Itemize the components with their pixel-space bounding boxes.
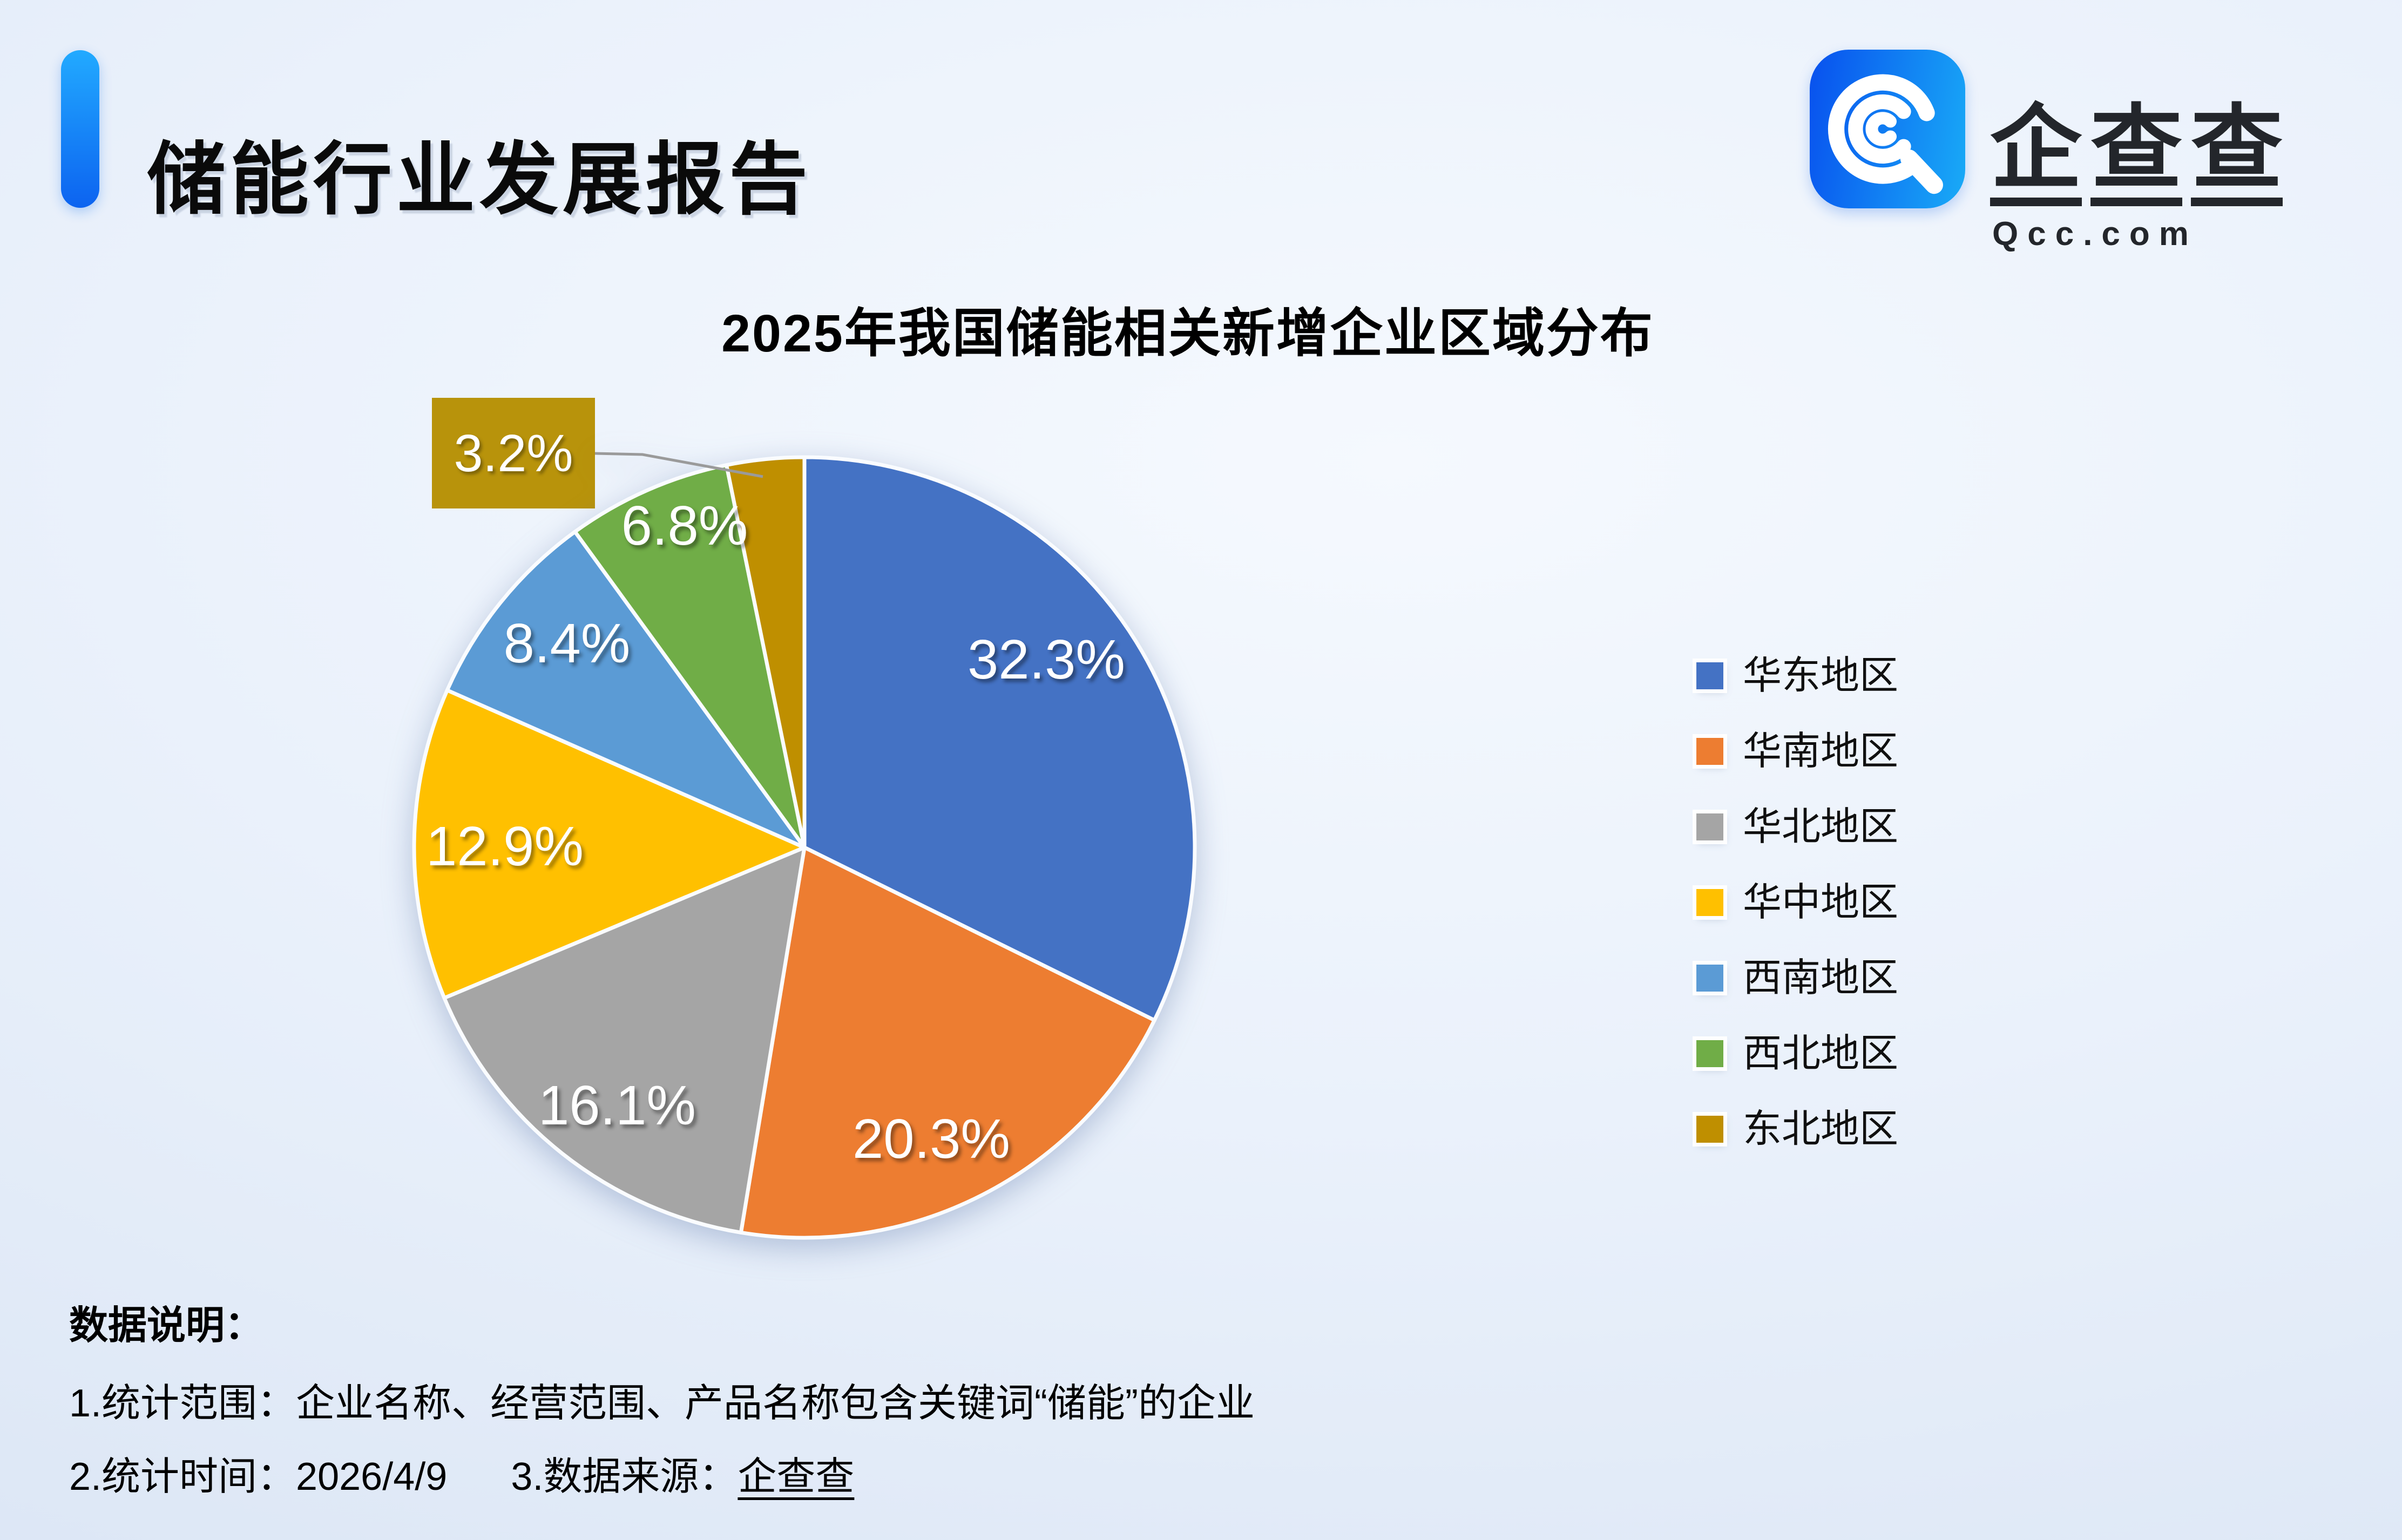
legend-swatch-rect <box>1696 965 1723 992</box>
pie-data-label-xinan: 8.4% <box>503 612 631 674</box>
pie-slice-华中地区 <box>412 688 807 1000</box>
callout-rect <box>432 398 595 508</box>
legend-swatch-rect <box>1696 662 1723 689</box>
legend-swatch-icon <box>1696 1116 1723 1143</box>
callout-background <box>432 398 595 508</box>
notes-source-label: 3.数据来源： <box>511 1455 738 1498</box>
brand-char: 企 <box>1990 103 2082 206</box>
legend-item-huabei: 华北地区 <box>1696 806 1898 847</box>
legend-label: 东北地区 <box>1743 1108 1899 1151</box>
brand-domain: Qcc.com <box>1992 215 2198 253</box>
notes-line-1: 1.统计范围：企业名称、经营范围、产品名称包含关键词“储能”的企业 <box>69 1382 1255 1425</box>
legend-swatch-icon <box>1696 813 1723 840</box>
notes-heading: 数据说明： <box>69 1304 264 1347</box>
legend-label: 华南地区 <box>1743 730 1899 773</box>
brand-char: 查 <box>2090 103 2183 206</box>
brand-logo: 企查查 Qcc.com <box>1810 50 2344 253</box>
callout-value: 3.2% <box>454 423 573 483</box>
legend-item-xinan: 西南地区 <box>1696 958 1898 999</box>
legend-label: 华中地区 <box>1743 881 1899 924</box>
pie-slice-西南地区 <box>445 530 807 850</box>
pie-slice-东北地区 <box>725 455 807 850</box>
notes-stat-time: 2.统计时间：2026/4/9 <box>69 1455 448 1498</box>
legend-label: 华北地区 <box>1743 805 1899 849</box>
legend-item-huanan: 华南地区 <box>1696 731 1898 772</box>
pie-data-label-huazhong: 12.9% <box>425 815 584 877</box>
qcc-app-icon <box>1810 50 1965 208</box>
pie-slice-华北地区 <box>442 845 807 1234</box>
legend-label: 华东地区 <box>1743 654 1899 697</box>
header-accent-bar <box>61 50 99 208</box>
pie-data-label-huabei: 16.1% <box>538 1074 696 1136</box>
legend-swatch-icon <box>1696 889 1723 916</box>
legend-swatch-rect <box>1696 1116 1723 1143</box>
legend-swatch-icon <box>1696 965 1723 992</box>
legend-item-huadong: 华东地区 <box>1696 655 1898 696</box>
legend-swatch-rect <box>1696 1040 1723 1067</box>
callout-box: 3.2% <box>432 398 595 508</box>
legend-item-huazhong: 华中地区 <box>1696 882 1898 923</box>
pie-svg <box>412 452 1197 1240</box>
data-notes: 数据说明： 1.统计范围：企业名称、经营范围、产品名称包含关键词“储能”的企业 … <box>69 1306 1255 1531</box>
brand-char: 查 <box>2191 103 2283 206</box>
legend-item-dongbei: 东北地区 <box>1696 1109 1898 1150</box>
pie-data-label-xibei: 6.8% <box>621 494 748 557</box>
legend-swatch-icon <box>1696 1040 1723 1067</box>
legend-swatch-rect <box>1696 738 1723 765</box>
brand-name: 企查查 <box>1990 103 2291 206</box>
page-title: 储能行业发展报告 <box>147 135 812 223</box>
callout-connector-line <box>594 452 763 478</box>
legend-swatch-rect <box>1696 813 1723 840</box>
pie-data-label-huanan: 20.3% <box>852 1108 1011 1170</box>
pie-slice-华南地区 <box>739 845 1156 1240</box>
legend-item-xibei: 西北地区 <box>1696 1033 1898 1074</box>
qcc-q-mark-icon <box>1828 74 1943 194</box>
legend-swatch-rect <box>1696 889 1723 916</box>
chart-title: 2025年我国储能相关新增企业区域分布 <box>721 304 1654 363</box>
pie-data-label-huadong: 32.3% <box>967 628 1126 690</box>
notes-line-2: 2.统计时间：2026/4/9 3.数据来源：企查查 <box>69 1457 1255 1496</box>
legend-swatch-icon <box>1696 738 1723 765</box>
chart-legend: 华东地区 华南地区 华北地区 华中地区 西南地区 西北地区 东北地区 <box>1696 655 1898 1184</box>
legend-label: 西南地区 <box>1743 956 1899 1000</box>
legend-swatch-icon <box>1696 662 1723 689</box>
notes-source-name: 企查查 <box>737 1455 855 1498</box>
pie-slice-华东地区 <box>802 455 1197 1022</box>
legend-label: 西北地区 <box>1743 1032 1899 1075</box>
